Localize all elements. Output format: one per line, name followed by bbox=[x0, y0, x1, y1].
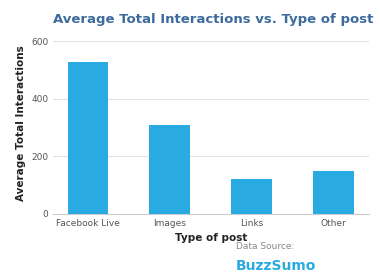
Bar bbox=[231, 179, 272, 214]
X-axis label: Type of post: Type of post bbox=[175, 233, 247, 243]
Text: Data Source:: Data Source: bbox=[236, 242, 294, 251]
Text: BuzzSumo: BuzzSumo bbox=[236, 259, 316, 273]
Text: Average Total Interactions vs. Type of post: Average Total Interactions vs. Type of p… bbox=[53, 13, 374, 26]
Bar bbox=[313, 171, 354, 214]
Bar bbox=[149, 125, 190, 214]
Bar bbox=[68, 62, 109, 214]
Y-axis label: Average Total Interactions: Average Total Interactions bbox=[16, 45, 25, 201]
